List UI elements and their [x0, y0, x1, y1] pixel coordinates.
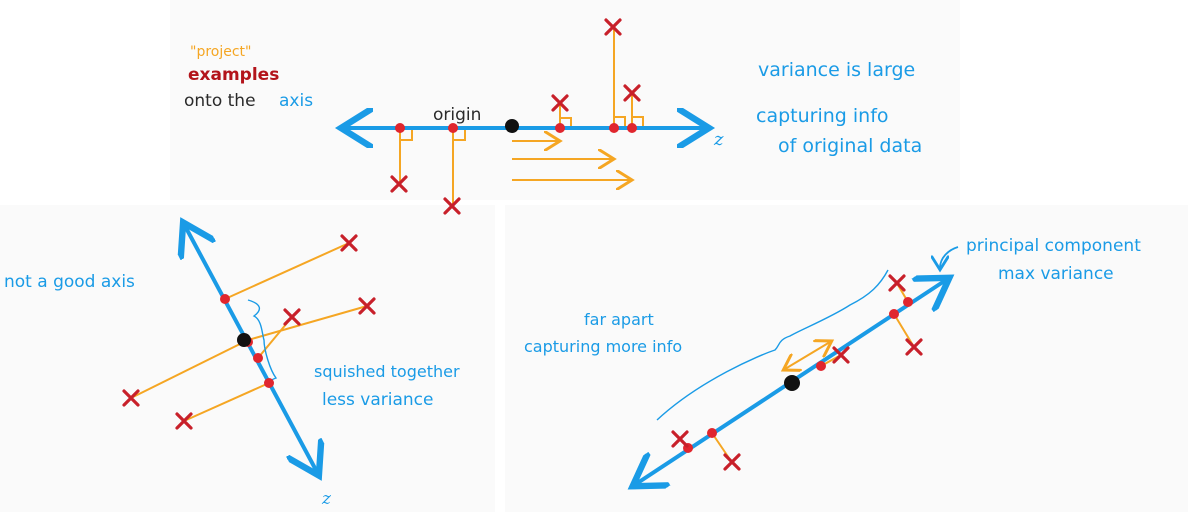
label-variance-large: variance is large [758, 59, 915, 81]
left-panel-bg [0, 205, 495, 512]
right-example-marks [671, 274, 923, 471]
top-origin-point [505, 119, 519, 133]
label-principal-component: principal component [966, 236, 1141, 256]
label-not-good-axis: not a good axis [4, 272, 135, 292]
label-squished: squished together [314, 362, 460, 381]
label-origin: origin [433, 105, 481, 125]
label-less-variance: less variance [322, 390, 434, 410]
label-examples: examples [188, 65, 279, 85]
label-onto-the: onto the [184, 91, 256, 111]
top-projected-points [395, 123, 637, 133]
top-distance-arrows [512, 141, 630, 180]
label-z-left: z [321, 489, 332, 509]
left-z-axis [185, 226, 317, 472]
right-projected-points [683, 297, 913, 453]
left-example-marks [122, 234, 376, 430]
top-example-marks [390, 18, 641, 215]
right-diagram [636, 246, 959, 484]
left-origin-point [237, 333, 251, 347]
right-brace [656, 269, 889, 421]
label-capturing-info: capturing info [756, 105, 889, 127]
top-diagram [345, 18, 705, 215]
label-of-original-data: of original data [778, 135, 922, 157]
right-origin-point [784, 375, 800, 391]
right-distance-arrow [785, 342, 830, 369]
right-label-pointer [940, 246, 959, 268]
label-max-variance: max variance [998, 264, 1114, 284]
label-axis: axis [279, 91, 313, 111]
label-z-top: z [713, 129, 724, 150]
label-far-apart: far apart [584, 310, 654, 329]
label-capturing-more: capturing more info [524, 337, 682, 356]
left-diagram [122, 226, 376, 472]
label-project: "project" [190, 44, 251, 60]
